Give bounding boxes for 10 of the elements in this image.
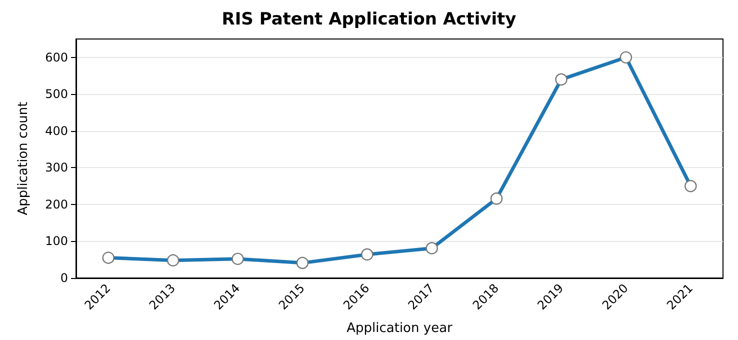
chart-title: RIS Patent Application Activity [222,10,516,30]
y-tick-label: 0 [60,271,68,285]
y-tick-label: 600 [45,50,68,64]
y-tick-label: 100 [45,234,68,248]
x-axis-title: Application year [346,321,454,336]
y-tick-label: 200 [45,197,68,212]
y-tick-label: 300 [45,160,68,175]
y-axis-title: Application count [16,102,31,216]
y-tick-label: 500 [45,87,68,102]
y-tick-label: 400 [45,124,68,138]
